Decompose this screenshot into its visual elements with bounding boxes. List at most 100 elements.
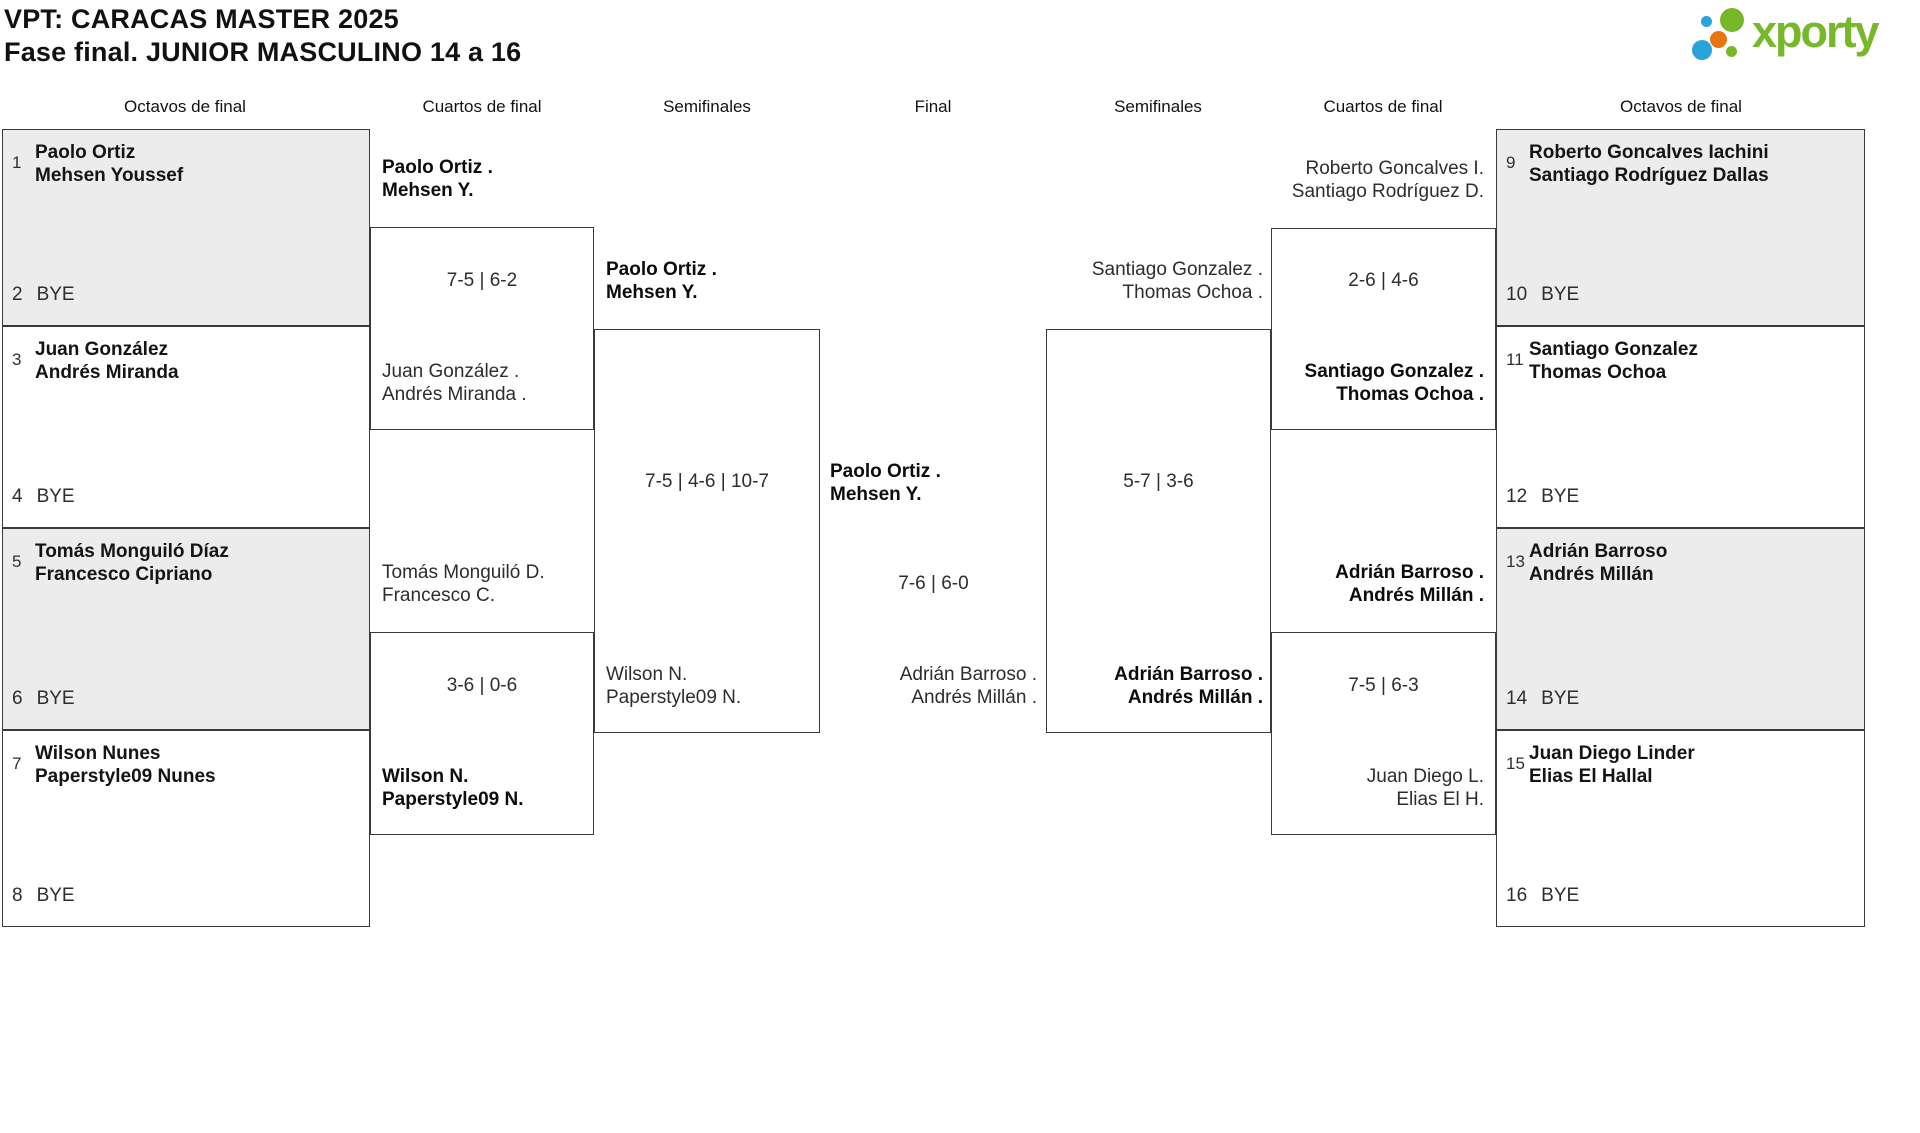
logo-dot-orange-icon — [1710, 31, 1727, 48]
seed-number: 10 — [1506, 284, 1528, 305]
bye-label: BYE — [36, 885, 75, 906]
bye-row: 8 BYE — [12, 885, 75, 907]
logo-dot-small-green-icon — [1726, 46, 1737, 57]
player-name: Roberto Goncalves Iachini — [1529, 142, 1769, 163]
bye-label: BYE — [36, 284, 75, 305]
team-name-line: Andrés Millán . — [1348, 585, 1484, 606]
bye-row: 16 BYE — [1506, 885, 1579, 907]
team-name-line: Thomas Ochoa . — [1122, 282, 1263, 303]
player-name: Paolo Ortiz — [35, 142, 136, 163]
team-name-line: Andrés Millán . — [1127, 687, 1263, 708]
player-name: Santiago Gonzalez — [1529, 339, 1698, 360]
team-name-line: Mehsen Y. — [830, 484, 922, 505]
team-name-line: Adrián Barroso . — [1114, 664, 1263, 685]
match-team-label: Juan Diego L. Elias El H. — [1271, 765, 1484, 811]
team-names: Adrián Barroso Andrés Millán — [1529, 540, 1667, 586]
round-header-semis-right: Semifinales — [1114, 97, 1202, 116]
bye-row: 12 BYE — [1506, 486, 1579, 508]
round-header-semis-left: Semifinales — [663, 97, 751, 116]
team-name-line: Santiago Gonzalez . — [1091, 259, 1263, 280]
match-box-sf-right — [1046, 329, 1271, 733]
round-header-final: Final — [914, 97, 952, 116]
match-team-label: Paolo Ortiz . Mehsen Y. — [382, 156, 493, 202]
team-name-line: Adrián Barroso . — [899, 664, 1037, 685]
player-name: Andrés Miranda — [35, 362, 179, 383]
match-score: 7-5 | 6-2 — [446, 270, 518, 291]
team-names: Wilson Nunes Paperstyle09 Nunes — [35, 742, 216, 788]
seed-number: 9 — [1506, 153, 1516, 172]
team-names: Santiago Gonzalez Thomas Ochoa — [1529, 338, 1698, 384]
tournament-title: VPT: CARACAS MASTER 2025 — [4, 4, 399, 34]
match-box-qf-right-1 — [1271, 228, 1496, 430]
round-header-cuartos-right: Cuartos de final — [1323, 97, 1443, 116]
player-name: Andrés Millán — [1529, 564, 1654, 585]
bye-label: BYE — [1541, 688, 1580, 709]
team-name-line: Paolo Ortiz . — [382, 157, 493, 178]
seed-box-9-10: 9 Roberto Goncalves Iachini Santiago Rod… — [1496, 129, 1865, 326]
seed-box-3-4: 3 Juan González Andrés Miranda 4 BYE — [2, 326, 370, 528]
seed-number: 1 — [12, 153, 22, 172]
round-header-cuartos-left: Cuartos de final — [422, 97, 542, 116]
team-names: Paolo Ortiz Mehsen Youssef — [35, 141, 183, 187]
seed-number: 8 — [12, 885, 23, 906]
team-name-line: Thomas Ochoa . — [1336, 384, 1484, 405]
team-name-line: Roberto Goncalves I. — [1305, 158, 1484, 179]
player-name: Adrián Barroso — [1529, 541, 1668, 562]
team-name-line: Elias El H. — [1396, 789, 1484, 810]
player-name: Elias El Hallal — [1529, 766, 1653, 787]
bye-row: 6 BYE — [12, 688, 75, 710]
seed-number: 3 — [12, 350, 22, 369]
team-name-line: Mehsen Y. — [382, 180, 474, 201]
bye-label: BYE — [36, 688, 75, 709]
match-team-label: Adrián Barroso . Andrés Millán . — [1046, 663, 1263, 709]
match-team-label: Juan González . Andrés Miranda . — [382, 360, 527, 406]
seed-number: 4 — [12, 486, 23, 507]
seed-number: 13 — [1506, 552, 1525, 571]
player-name: Tomás Monguiló Díaz — [35, 541, 229, 562]
player-name: Juan González — [35, 339, 169, 360]
bye-row: 14 BYE — [1506, 688, 1579, 710]
bye-label: BYE — [1541, 885, 1580, 906]
logo-wordmark: xporty — [1752, 6, 1880, 57]
bye-label: BYE — [1541, 284, 1580, 305]
seed-number: 6 — [12, 688, 23, 709]
seed-number: 5 — [12, 552, 22, 571]
match-team-label: Santiago Gonzalez . Thomas Ochoa . — [1046, 258, 1263, 304]
seed-number: 2 — [12, 284, 23, 305]
player-name: Francesco Cipriano — [35, 564, 213, 585]
team-name-line: Santiago Gonzalez . — [1304, 361, 1484, 382]
seed-number: 14 — [1506, 688, 1528, 709]
team-name-line: Juan González . — [382, 361, 520, 382]
team-name-line: Wilson N. — [606, 664, 688, 685]
seed-box-5-6: 5 Tomás Monguiló Díaz Francesco Cipriano… — [2, 528, 370, 730]
match-box-qf-right-2 — [1271, 632, 1496, 835]
team-name-line: Juan Diego L. — [1366, 766, 1484, 787]
match-team-label: Wilson N. Paperstyle09 N. — [382, 765, 524, 811]
match-score: 3-6 | 0-6 — [446, 675, 518, 696]
seed-box-15-16: 15 Juan Diego Linder Elias El Hallal 16 … — [1496, 730, 1865, 927]
team-names: Juan Diego Linder Elias El Hallal — [1529, 742, 1695, 788]
player-name: Wilson Nunes — [35, 743, 161, 764]
bye-row: 2 BYE — [12, 284, 75, 306]
team-name-line: Paperstyle09 N. — [382, 789, 524, 810]
team-name-line: Wilson N. — [382, 766, 469, 787]
team-name-line: Paperstyle09 N. — [606, 687, 742, 708]
player-name: Santiago Rodríguez Dallas — [1529, 165, 1769, 186]
bye-label: BYE — [36, 486, 75, 507]
team-name-line: Tomás Monguiló D. — [382, 562, 545, 583]
player-name: Paperstyle09 Nunes — [35, 766, 216, 787]
team-name-line: Santiago Rodríguez D. — [1291, 181, 1484, 202]
team-names: Tomás Monguiló Díaz Francesco Cipriano — [35, 540, 229, 586]
team-name-line: Andrés Millán . — [911, 687, 1037, 708]
seed-box-7-8: 7 Wilson Nunes Paperstyle09 Nunes 8 BYE — [2, 730, 370, 927]
team-name-line: Paolo Ortiz . — [830, 461, 941, 482]
match-score: 5-7 | 3-6 — [1123, 471, 1194, 492]
player-name: Juan Diego Linder — [1529, 743, 1695, 764]
match-score: 2-6 | 4-6 — [1348, 270, 1419, 291]
match-score: 7-6 | 6-0 — [898, 573, 969, 594]
match-score: 7-5 | 4-6 | 10-7 — [645, 471, 769, 492]
team-names: Roberto Goncalves Iachini Santiago Rodrí… — [1529, 141, 1769, 187]
match-team-label: Roberto Goncalves I. Santiago Rodríguez … — [1271, 157, 1484, 203]
seed-number: 7 — [12, 754, 22, 773]
